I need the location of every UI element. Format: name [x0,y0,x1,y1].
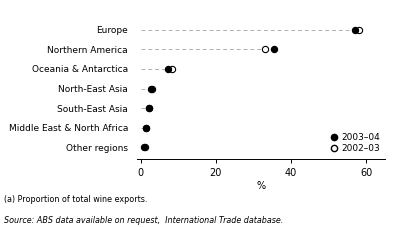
Text: Source: ABS data available on request,  International Trade database.: Source: ABS data available on request, I… [4,216,283,225]
Legend: 2003–04, 2002–03: 2003–04, 2002–03 [329,132,381,154]
Text: (a) Proportion of total wine exports.: (a) Proportion of total wine exports. [4,195,147,204]
X-axis label: %: % [256,181,266,191]
